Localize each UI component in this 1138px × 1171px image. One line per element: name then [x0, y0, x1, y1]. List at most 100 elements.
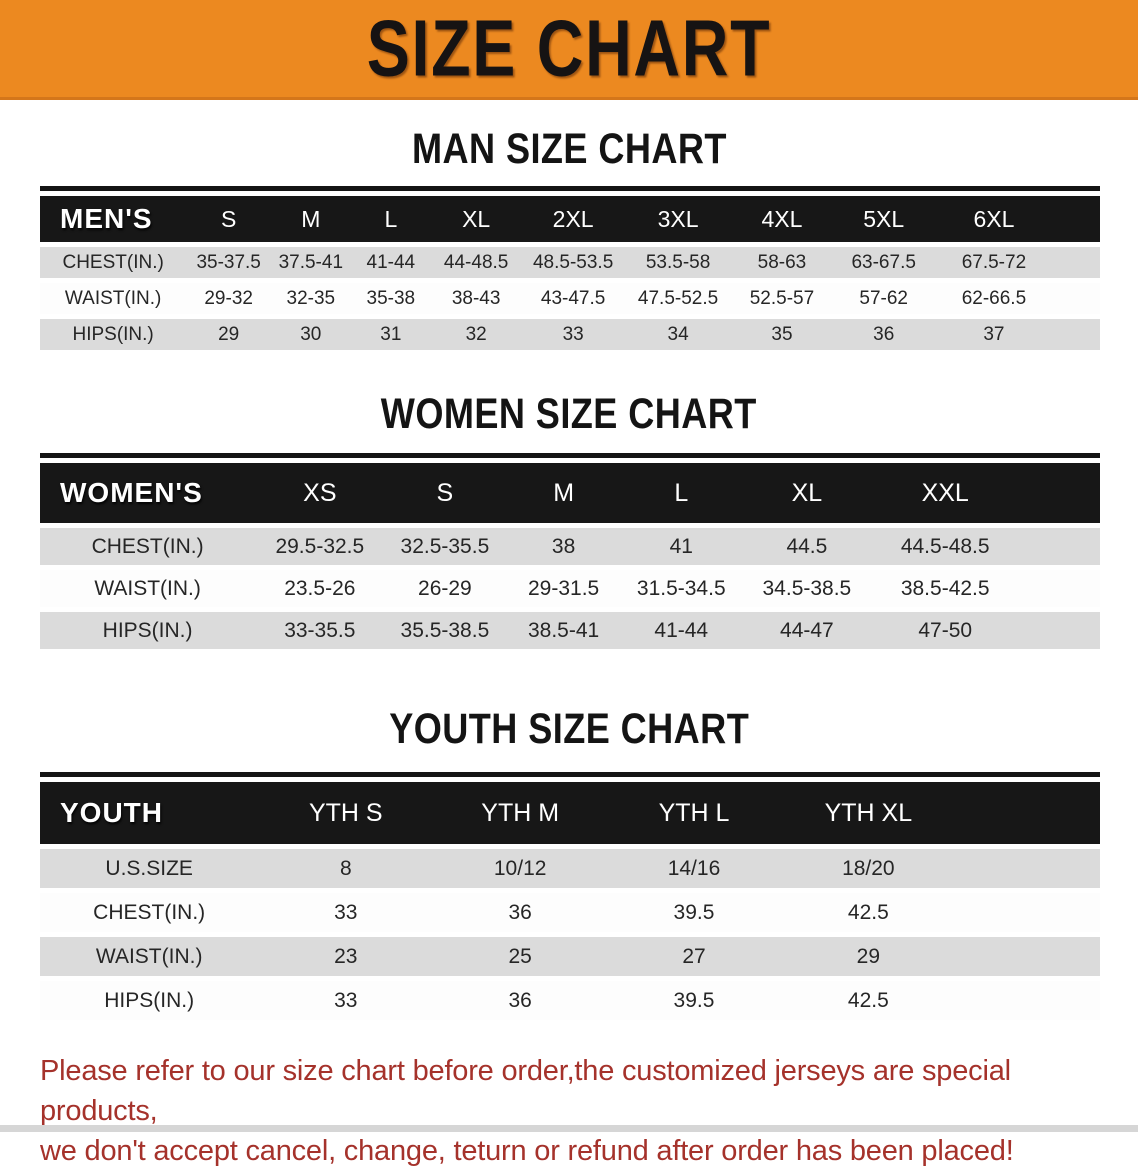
- women-value-cell: 29.5-32.5: [255, 528, 385, 565]
- youth-table-title: YOUTH: [40, 782, 259, 844]
- youth-row-label: U.S.SIZE: [40, 849, 259, 888]
- men-col-header: L: [350, 196, 432, 242]
- youth-value-cell: 42.5: [780, 893, 956, 932]
- men-value-cell: 33: [521, 319, 626, 350]
- women-row-label: CHEST(IN.): [40, 528, 256, 565]
- women-value-cell: 34.5-38.5: [740, 570, 874, 607]
- women-value-cell: 38: [505, 528, 622, 565]
- women-col-header: S: [384, 463, 506, 523]
- youth-value-cell: 27: [607, 937, 781, 976]
- men-row-label: CHEST(IN.): [40, 247, 187, 278]
- men-col-header: M: [271, 196, 351, 242]
- youth-row-label: WAIST(IN.): [40, 937, 259, 976]
- men-value-cell: 35-37.5: [186, 247, 272, 278]
- men-value-cell: 37: [934, 319, 1054, 350]
- women-section-heading-text: WOMEN SIZE CHART: [381, 390, 757, 438]
- women-row-label: WAIST(IN.): [40, 570, 256, 607]
- women-value-cell: 41-44: [621, 612, 741, 649]
- men-value-cell: [1053, 319, 1100, 350]
- men-value-cell: 32: [431, 319, 522, 350]
- women-value-cell: 35.5-38.5: [384, 612, 506, 649]
- youth-value-cell: 29: [780, 937, 956, 976]
- men-value-cell: 52.5-57: [731, 283, 833, 314]
- men-col-header: [1053, 196, 1100, 242]
- men-value-cell: 41-44: [350, 247, 432, 278]
- youth-section-heading-text: YOUTH SIZE CHART: [389, 705, 749, 753]
- men-col-header: 3XL: [625, 196, 732, 242]
- men-value-cell: 43-47.5: [521, 283, 626, 314]
- men-row-label: HIPS(IN.): [40, 319, 187, 350]
- women-value-cell: 26-29: [384, 570, 506, 607]
- youth-value-cell: 23: [258, 937, 434, 976]
- men-value-cell: 34: [625, 319, 732, 350]
- youth-row-label: CHEST(IN.): [40, 893, 259, 932]
- men-value-cell: 35: [731, 319, 833, 350]
- women-col-header: L: [621, 463, 741, 523]
- youth-col-header: [955, 782, 1100, 844]
- youth-value-cell: 14/16: [607, 849, 781, 888]
- men-value-cell: 36: [832, 319, 935, 350]
- men-value-cell: 48.5-53.5: [521, 247, 626, 278]
- men-value-cell: 47.5-52.5: [625, 283, 732, 314]
- men-value-cell: 53.5-58: [625, 247, 732, 278]
- men-col-header: S: [186, 196, 272, 242]
- women-value-cell: 44-47: [740, 612, 874, 649]
- youth-col-header: YTH S: [258, 782, 434, 844]
- men-value-cell: [1053, 283, 1100, 314]
- women-col-header: M: [505, 463, 622, 523]
- men-value-cell: 29-32: [186, 283, 272, 314]
- women-value-cell: 33-35.5: [255, 612, 385, 649]
- women-size-table: WOMEN'S XS S M L XL XXL CHEST(IN.) 29.5-32.5 32.5…: [40, 453, 1100, 654]
- notice-line-2: we don't accept cancel, change, teturn o…: [40, 1135, 1014, 1167]
- men-section-heading-text: MAN SIZE CHART: [411, 125, 727, 173]
- men-value-cell: 57-62: [832, 283, 935, 314]
- women-value-cell: 23.5-26: [255, 570, 385, 607]
- women-value-cell: 32.5-35.5: [384, 528, 506, 565]
- youth-value-cell: 39.5: [607, 981, 781, 1020]
- youth-value-cell: 39.5: [607, 893, 781, 932]
- youth-row-waistin: WAIST(IN.) 23 25 27 29: [40, 937, 1100, 976]
- men-value-cell: 38-43: [431, 283, 522, 314]
- youth-col-header: YTH XL: [780, 782, 956, 844]
- women-value-cell: 29-31.5: [505, 570, 622, 607]
- women-row-chestin: CHEST(IN.) 29.5-32.5 32.5-35.5 38 41 44.5 44.5…: [40, 528, 1100, 565]
- men-col-header: 2XL: [521, 196, 626, 242]
- men-row-hipsin: HIPS(IN.) 29 30 31 32 33 34 35 36 37: [40, 319, 1100, 350]
- men-header-row: MEN'S S M L XL 2XL 3XL 4XL 5XL 6XL: [40, 196, 1100, 242]
- women-value-cell: 38.5-41: [505, 612, 622, 649]
- men-row-label: WAIST(IN.): [40, 283, 187, 314]
- youth-value-cell: 33: [258, 893, 434, 932]
- men-value-cell: 29: [186, 319, 272, 350]
- men-size-table: MEN'S S M L XL 2XL 3XL 4XL 5XL 6XL CHEST(IN.) 35-37…: [40, 186, 1100, 355]
- youth-value-cell: 25: [433, 937, 608, 976]
- men-value-cell: 35-38: [350, 283, 432, 314]
- women-value-cell: 38.5-42.5: [873, 570, 1018, 607]
- women-table-title: WOMEN'S: [40, 463, 256, 523]
- women-value-cell: 44.5-48.5: [873, 528, 1018, 565]
- youth-section-heading: YOUTH SIZE CHART: [0, 706, 1138, 752]
- youth-row-hipsin: HIPS(IN.) 33 36 39.5 42.5: [40, 981, 1100, 1020]
- women-col-header: XL: [740, 463, 874, 523]
- bottom-edge-strip: [0, 1125, 1138, 1132]
- women-section-heading: WOMEN SIZE CHART: [0, 391, 1138, 437]
- men-value-cell: 31: [350, 319, 432, 350]
- youth-col-header: YTH M: [433, 782, 608, 844]
- youth-row-ussize: U.S.SIZE 8 10/12 14/16 18/20: [40, 849, 1100, 888]
- youth-value-cell: 42.5: [780, 981, 956, 1020]
- notice-line-1: Please refer to our size chart before or…: [40, 1055, 1011, 1127]
- youth-row-label: HIPS(IN.): [40, 981, 259, 1020]
- men-value-cell: 44-48.5: [431, 247, 522, 278]
- men-col-header: XL: [431, 196, 522, 242]
- youth-value-cell: 10/12: [433, 849, 608, 888]
- youth-header-row: YOUTH YTH S YTH M YTH L YTH XL: [40, 782, 1100, 844]
- men-value-cell: 63-67.5: [832, 247, 935, 278]
- women-value-cell: [1017, 612, 1100, 649]
- men-value-cell: 62-66.5: [934, 283, 1054, 314]
- women-header-row: WOMEN'S XS S M L XL XXL: [40, 463, 1100, 523]
- youth-value-cell: 33: [258, 981, 434, 1020]
- youth-value-cell: 36: [433, 981, 608, 1020]
- youth-value-cell: 8: [258, 849, 434, 888]
- order-notice: Please refer to our size chart before or…: [40, 1051, 1108, 1171]
- women-value-cell: 44.5: [740, 528, 874, 565]
- men-value-cell: 67.5-72: [934, 247, 1054, 278]
